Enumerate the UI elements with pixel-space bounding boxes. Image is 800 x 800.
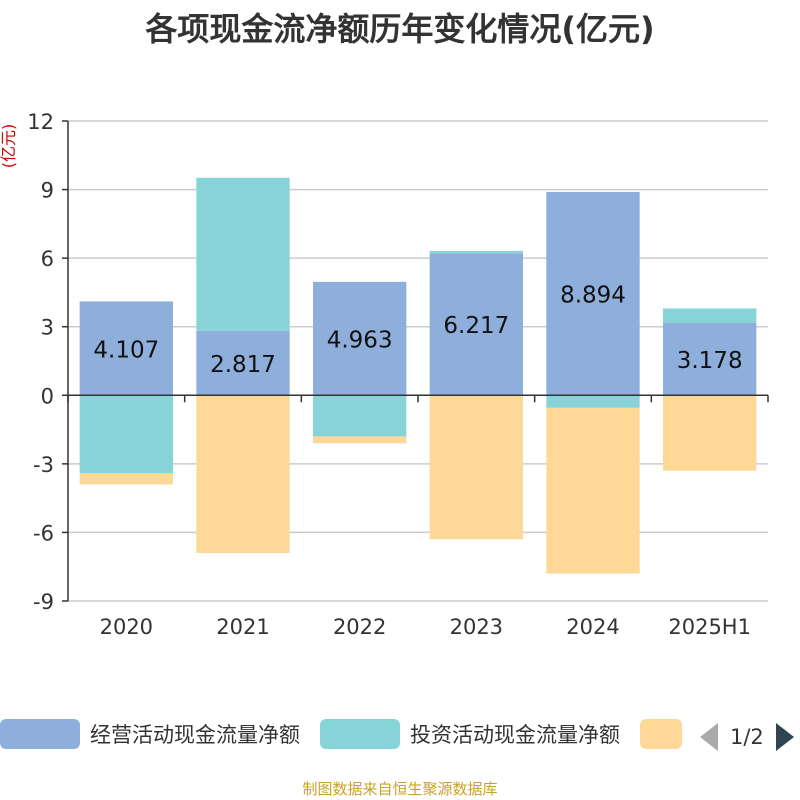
legend-swatch-investing — [320, 719, 400, 749]
bars-layer — [79, 177, 757, 574]
y-tick-label: 0 — [41, 384, 54, 408]
data-label-2020: 4.107 — [93, 337, 159, 363]
bar-financing-2023[interactable] — [429, 395, 523, 540]
y-tick-label: 12 — [27, 110, 54, 134]
x-tick-label: 2020 — [100, 615, 153, 639]
legend-item-operating[interactable]: 经营活动现金流量净额 — [0, 716, 300, 752]
legend-swatch-operating — [0, 719, 80, 749]
label-layer: 4.107 2.817 4.963 6.217 8.894 3.178 — [93, 283, 742, 378]
bar-operating-2023[interactable] — [429, 253, 523, 396]
bar-investing-2020[interactable] — [79, 395, 173, 473]
bar-financing-2020[interactable] — [79, 473, 173, 485]
y-tick-label: -3 — [33, 453, 54, 477]
legend-pager: 1/2 — [700, 719, 794, 755]
x-tick-label: 2022 — [333, 615, 386, 639]
pager-text: 1/2 — [730, 725, 764, 749]
data-label-2022: 4.963 — [327, 328, 393, 354]
axis-layer: -9 -6 -3 0 3 6 9 12 2020 2021 2022 2023 2024 2025H1 — [27, 110, 769, 639]
bar-financing-2021[interactable] — [196, 395, 290, 553]
source-note: 制图数据来自恒生聚源数据库 — [302, 780, 498, 798]
y-tick-label: 6 — [41, 247, 54, 271]
data-label-2024: 8.894 — [560, 283, 626, 309]
bar-financing-2025H1[interactable] — [663, 395, 757, 471]
data-label-2025H1: 3.178 — [677, 348, 743, 374]
bar-operating-2021[interactable] — [196, 330, 290, 396]
y-axis-unit: (亿元) — [0, 124, 18, 169]
bar-investing-2023[interactable] — [429, 250, 523, 254]
chart-title: 各项现金流净额历年变化情况(亿元) — [145, 10, 655, 48]
x-tick-label: 2021 — [216, 615, 269, 639]
y-tick-label: -6 — [33, 521, 54, 545]
legend-swatch-financing — [640, 719, 682, 749]
chart-svg: (亿元) -9 -6 -3 0 3 6 9 12 2020 2021 2022 2023 2024 202… — [0, 110, 769, 639]
legend-label-operating: 经营活动现金流量净额 — [90, 723, 300, 747]
legend: 经营活动现金流量净额 投资活动现金流量净额 1/2 — [0, 716, 800, 756]
bar-investing-2025H1[interactable] — [663, 308, 757, 323]
bar-investing-2022[interactable] — [313, 395, 407, 437]
bar-financing-2024[interactable] — [546, 407, 640, 574]
data-label-2021: 2.817 — [210, 352, 276, 378]
bar-investing-2021[interactable] — [196, 177, 290, 331]
bar-financing-2022[interactable] — [313, 436, 407, 444]
bar-operating-2020[interactable] — [79, 301, 173, 396]
x-tick-label: 2024 — [566, 615, 619, 639]
data-label-2023: 6.217 — [443, 313, 509, 339]
pager-prev-icon[interactable] — [700, 723, 718, 751]
grid-layer — [68, 120, 768, 602]
y-tick-label: 9 — [41, 179, 54, 203]
pager-next-icon[interactable] — [775, 723, 794, 751]
y-tick-label: -9 — [33, 590, 54, 614]
legend-item-investing[interactable]: 投资活动现金流量净额 — [320, 716, 620, 752]
y-tick-label: 3 — [41, 316, 54, 340]
x-tick-label: 2023 — [450, 615, 503, 639]
bar-operating-2022[interactable] — [313, 281, 407, 396]
legend-item-financing[interactable] — [640, 716, 682, 752]
bar-operating-2024[interactable] — [546, 191, 640, 396]
bar-operating-2025H1[interactable] — [663, 322, 757, 396]
x-tick-label: 2025H1 — [668, 615, 751, 639]
bar-investing-2024[interactable] — [546, 395, 640, 408]
legend-label-investing: 投资活动现金流量净额 — [410, 723, 620, 747]
